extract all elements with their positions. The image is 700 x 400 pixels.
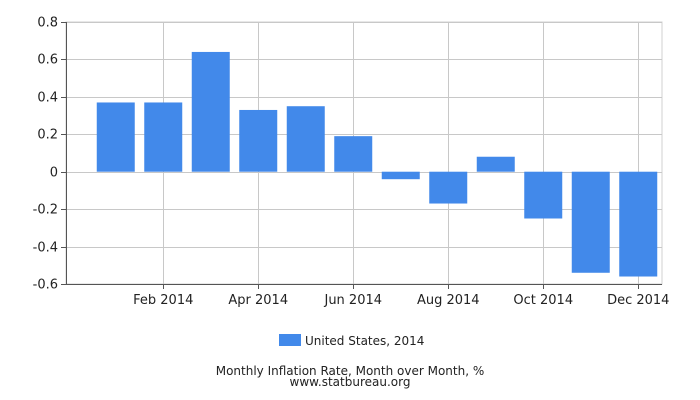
bar: [144, 102, 183, 172]
source-url: www.statbureau.org: [290, 375, 411, 389]
x-tick-label: Feb 2014: [133, 293, 193, 308]
legend-label: United States, 2014: [305, 334, 424, 348]
legend: United States, 2014: [279, 334, 424, 348]
y-tick-label: -0.2: [33, 203, 58, 218]
bar: [191, 51, 230, 172]
x-tick-label: Jun 2014: [323, 293, 382, 308]
bar: [286, 106, 325, 172]
y-tick-label: 0.8: [37, 16, 58, 31]
y-tick-label: -0.6: [33, 278, 58, 293]
bar: [239, 109, 278, 172]
y-tick-label: -0.4: [33, 241, 58, 256]
bar: [334, 136, 373, 172]
bars: [96, 51, 658, 277]
x-tick-label: Dec 2014: [607, 293, 669, 308]
x-tick-label: Aug 2014: [417, 293, 480, 308]
bar: [381, 171, 420, 180]
y-axis-ticks: 0.8 0.6 0.4 0.2 0 -0.2 -0.4 -0.6: [33, 16, 58, 293]
bar: [96, 102, 135, 172]
bar: [571, 171, 610, 273]
y-tick-label: 0.6: [37, 53, 58, 68]
y-tick-label: 0.4: [37, 91, 58, 106]
legend-swatch: [279, 334, 301, 346]
axes: [61, 22, 662, 289]
bar: [524, 171, 563, 219]
y-tick-label: 0.2: [37, 128, 58, 143]
bar: [476, 156, 515, 172]
chart-caption: Monthly Inflation Rate, Month over Month…: [216, 364, 485, 378]
bar: [429, 171, 468, 204]
x-tick-label: Apr 2014: [228, 293, 288, 308]
x-tick-label: Oct 2014: [513, 293, 573, 308]
x-axis-ticks: Feb 2014 Apr 2014 Jun 2014 Aug 2014 Oct 2014…: [133, 293, 669, 308]
y-tick-label: 0: [50, 166, 58, 181]
bar: [619, 171, 658, 277]
